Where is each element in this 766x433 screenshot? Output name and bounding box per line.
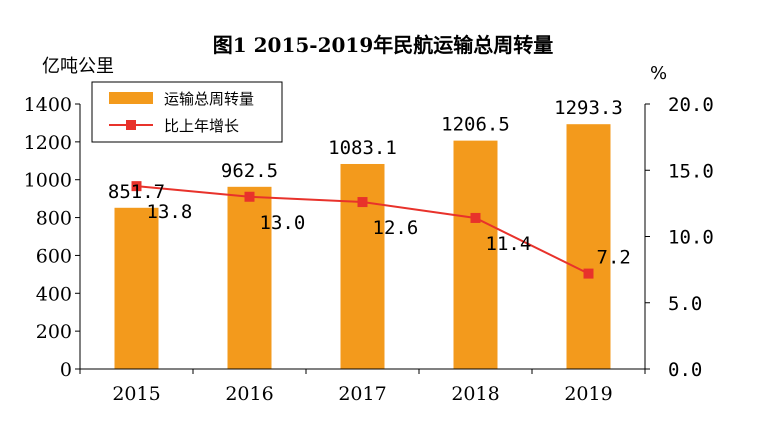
left-tick-label: 800 [36,208,72,230]
line-value-label: 13.0 [260,212,306,234]
bar-2018 [453,140,498,369]
left-tick-label: 200 [36,321,72,343]
line-value-label: 12.6 [373,217,419,239]
bar-2016 [227,186,272,369]
bar-value-label: 851.7 [108,181,165,203]
right-tick-label: 5.0 [668,293,702,315]
line-group [131,181,594,279]
right-tick-label: 15.0 [668,160,714,182]
line-value-label: 13.8 [147,201,193,223]
line-marker-2019 [583,268,594,279]
x-tick-label: 2017 [338,383,386,405]
right-tick-label: 20.0 [668,94,714,116]
left-tick-label: 0 [60,359,72,381]
left-tick-label: 1400 [24,94,72,116]
right-tick-label: 0.0 [668,359,702,381]
line-marker-2017 [357,197,368,208]
left-tick-label: 1200 [24,132,72,154]
left-tick-label: 600 [36,245,72,267]
x-tick-label: 2019 [564,383,612,405]
line-value-label: 7.2 [597,247,631,269]
line-marker-2016 [244,191,255,202]
x-tick-label: 2018 [451,383,499,405]
x-tick-label: 2016 [225,383,273,405]
chart-title: 图1 2015-2019年民航运输总周转量 [213,33,554,57]
left-tick-label: 1000 [24,170,72,192]
labels-group: 851.7 962.5 1083.1 1206.5 1293.3 13.8 13.0 12.6… [108,97,631,268]
bar-2017 [340,163,385,369]
legend-box [91,81,283,143]
left-axis-unit: 亿吨公里 [42,56,114,77]
bar-value-label: 1293.3 [554,97,623,119]
left-tick-label: 400 [36,283,72,305]
bar-2019 [566,124,611,370]
bar-value-label: 1083.1 [328,137,397,159]
legend: 运输总周转量 比上年增长 [91,81,283,143]
legend-bar-label: 运输总周转量 [164,90,254,108]
bar-2015 [114,207,159,369]
x-tick-label: 2015 [112,383,160,405]
line-value-label: 11.4 [486,233,532,255]
line-marker-2015 [131,181,142,192]
legend-line-marker [126,120,136,130]
bar-value-label: 962.5 [221,160,278,182]
legend-bar-swatch [109,92,153,104]
bars-group [114,124,611,370]
bar-value-label: 1206.5 [441,114,510,136]
axes-group: 0 200 400 600 800 1000 1200 1400 0.0 5.0 10.0 15.0 2… [24,94,714,405]
legend-line-label: 比上年增长 [164,117,239,135]
right-tick-label: 10.0 [668,227,714,249]
right-axis-unit: % [650,63,667,84]
line-marker-2018 [470,212,481,223]
